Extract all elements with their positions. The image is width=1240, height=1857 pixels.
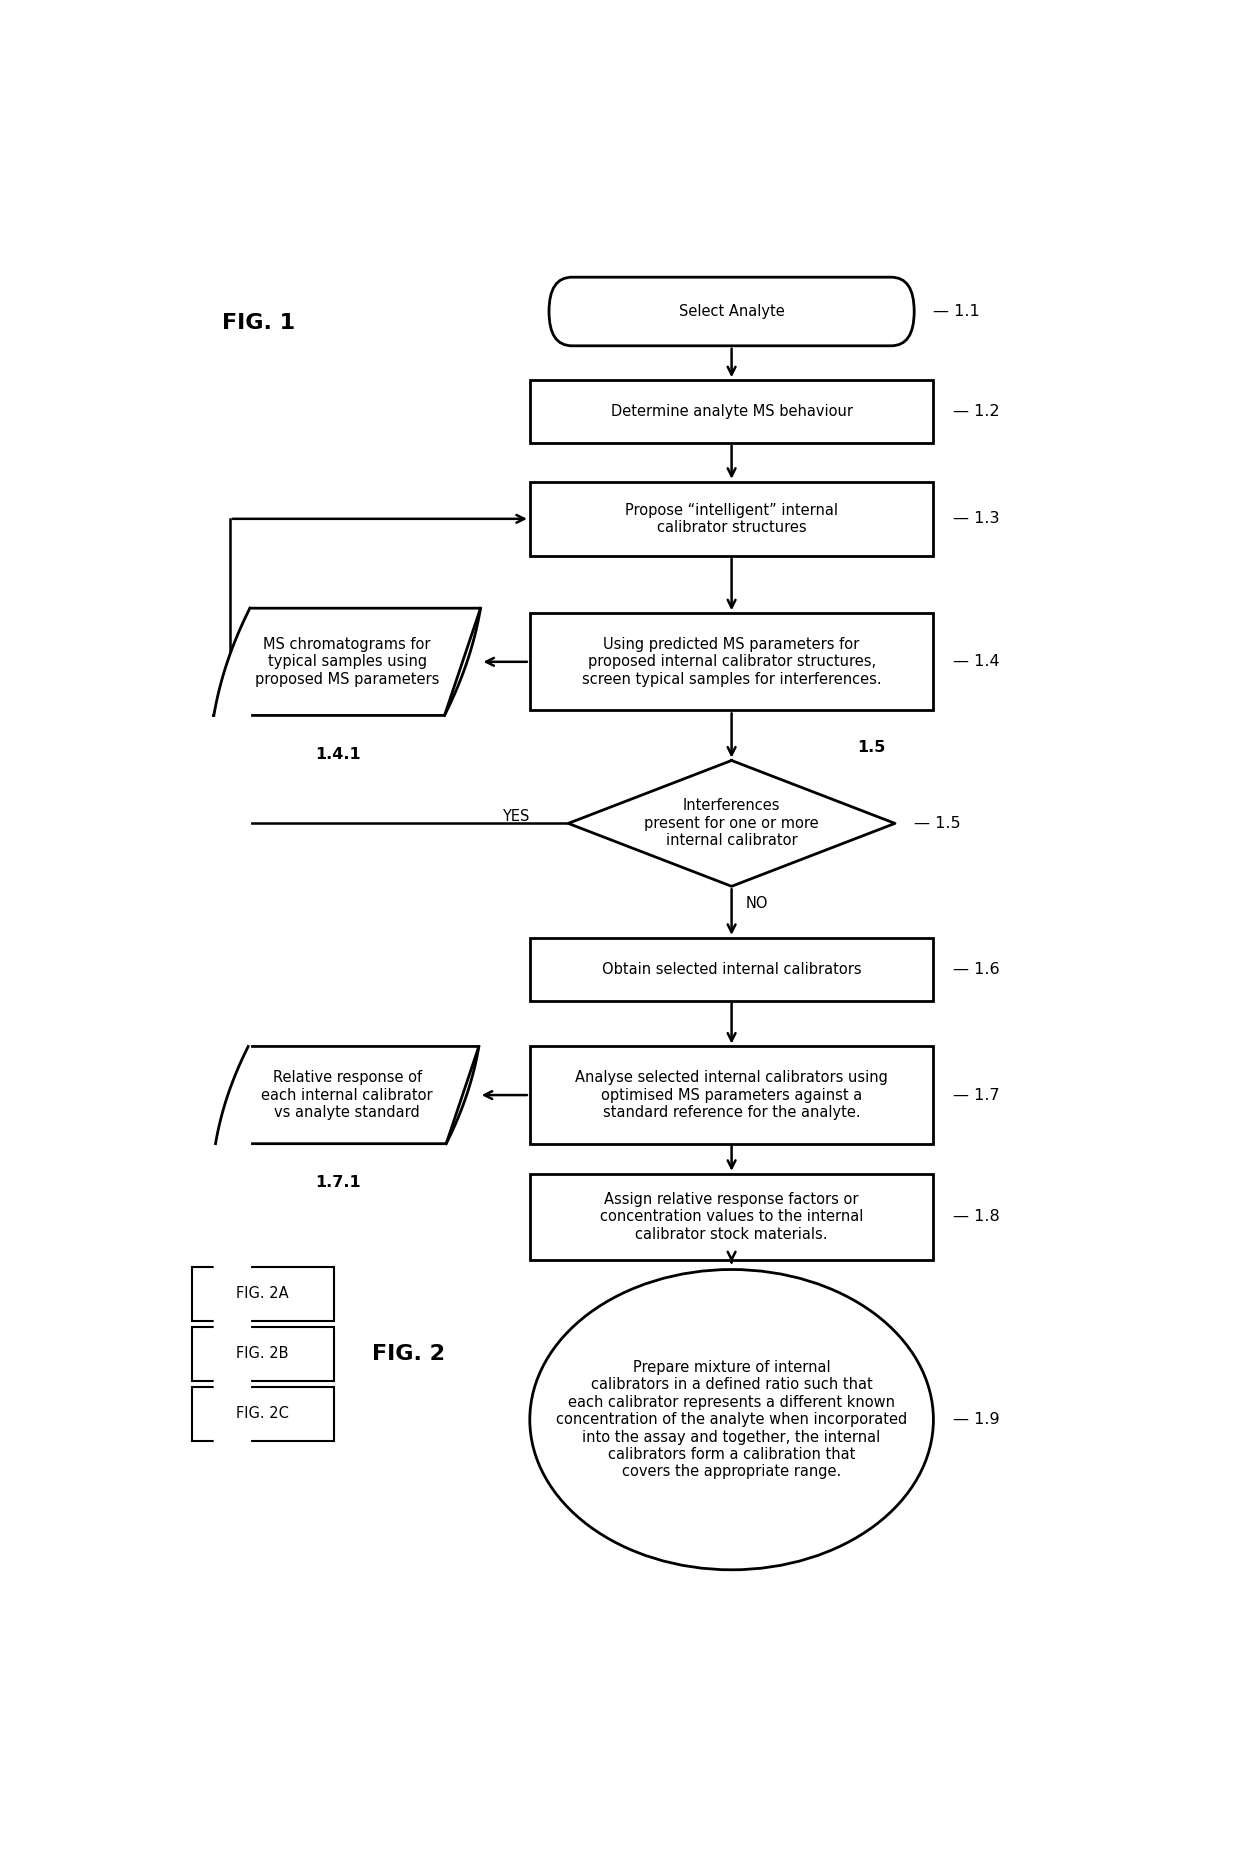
Text: — 1.4: — 1.4 — [952, 654, 999, 669]
Polygon shape — [216, 1047, 479, 1144]
Text: Determine analyte MS behaviour: Determine analyte MS behaviour — [610, 405, 853, 420]
Text: — 1.5: — 1.5 — [914, 815, 961, 830]
FancyBboxPatch shape — [529, 1047, 934, 1144]
FancyBboxPatch shape — [529, 481, 934, 555]
FancyBboxPatch shape — [191, 1326, 334, 1382]
Text: FIG. 2C: FIG. 2C — [236, 1406, 289, 1421]
Text: Assign relative response factors or
concentration values to the internal
calibra: Assign relative response factors or conc… — [600, 1192, 863, 1242]
Text: Analyse selected internal calibrators using
optimised MS parameters against a
st: Analyse selected internal calibrators us… — [575, 1070, 888, 1120]
Text: Interferences
present for one or more
internal calibrator: Interferences present for one or more in… — [645, 799, 818, 849]
Text: 1.7.1: 1.7.1 — [315, 1175, 361, 1190]
Polygon shape — [213, 609, 481, 715]
Text: YES: YES — [502, 810, 529, 825]
Text: Using predicted MS parameters for
proposed internal calibrator structures,
scree: Using predicted MS parameters for propos… — [582, 637, 882, 687]
FancyBboxPatch shape — [191, 1266, 334, 1320]
Text: FIG. 2A: FIG. 2A — [237, 1287, 289, 1302]
Ellipse shape — [529, 1270, 934, 1569]
Text: — 1.6: — 1.6 — [952, 962, 999, 977]
Text: — 1.9: — 1.9 — [952, 1411, 999, 1428]
FancyBboxPatch shape — [191, 1387, 334, 1441]
Text: MS chromatograms for
typical samples using
proposed MS parameters: MS chromatograms for typical samples usi… — [255, 637, 439, 687]
Text: Relative response of
each internal calibrator
vs analyte standard: Relative response of each internal calib… — [262, 1070, 433, 1120]
FancyBboxPatch shape — [529, 381, 934, 444]
Text: — 1.3: — 1.3 — [952, 511, 999, 526]
Text: 1.5: 1.5 — [857, 739, 885, 754]
Text: FIG. 2: FIG. 2 — [372, 1344, 445, 1363]
FancyBboxPatch shape — [549, 277, 914, 345]
Text: FIG. 2B: FIG. 2B — [237, 1346, 289, 1361]
Polygon shape — [568, 761, 895, 886]
Text: — 1.2: — 1.2 — [952, 405, 999, 420]
FancyBboxPatch shape — [529, 613, 934, 711]
Text: 1.4.1: 1.4.1 — [315, 747, 361, 761]
Text: Select Analyte: Select Analyte — [678, 305, 785, 319]
Text: NO: NO — [746, 897, 769, 912]
Text: Propose “intelligent” internal
calibrator structures: Propose “intelligent” internal calibrato… — [625, 503, 838, 535]
Text: — 1.1: — 1.1 — [934, 305, 980, 319]
Text: — 1.8: — 1.8 — [952, 1209, 999, 1224]
FancyBboxPatch shape — [529, 938, 934, 1001]
Text: FIG. 1: FIG. 1 — [222, 314, 295, 332]
FancyBboxPatch shape — [529, 1174, 934, 1259]
Text: Obtain selected internal calibrators: Obtain selected internal calibrators — [601, 962, 862, 977]
Text: — 1.7: — 1.7 — [952, 1088, 999, 1103]
Text: Prepare mixture of internal
calibrators in a defined ratio such that
each calibr: Prepare mixture of internal calibrators … — [556, 1359, 908, 1480]
